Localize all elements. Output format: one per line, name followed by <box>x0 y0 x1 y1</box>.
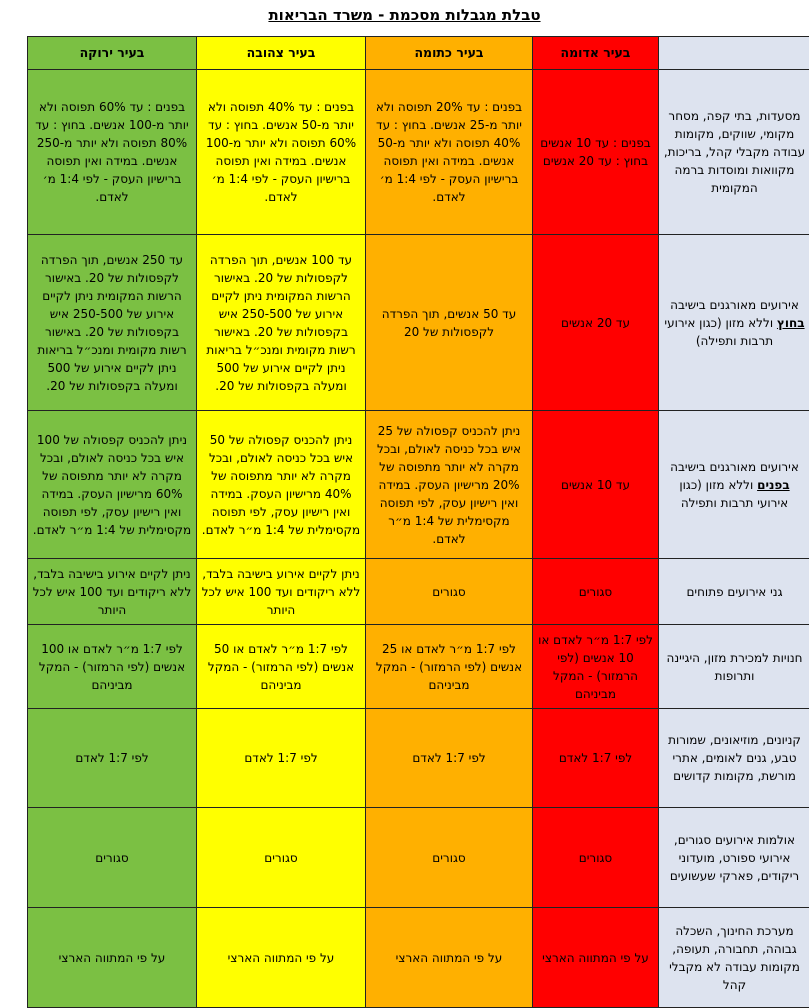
cell-orange: על פי המתווה הארצי <box>366 908 533 1008</box>
cell-red: לפי 1:7 מ״ר לאדם או 10 אנשים (לפי הרמזור… <box>533 625 659 709</box>
cell-green: לפי 1:7 לאדם <box>28 709 197 808</box>
row-label: אולמות אירועים סגורים, אירועי ספורט, מוע… <box>659 808 809 908</box>
row-label: אירועים מאורגנים בישיבה בפנים וללא מזון … <box>659 411 809 559</box>
row-label: חנויות למכירת מזון, היגיינה ותרופות <box>659 625 809 709</box>
cell-orange: בפנים : עד 20% תפוסה ולא יותר מ-25 אנשים… <box>366 70 533 235</box>
cell-yellow: ניתן לקיים אירוע בישיבה בלבד, ללא ריקודי… <box>197 559 366 625</box>
table-row: ניתן להכניס קפסולה של 100 איש בכל כניסה … <box>28 411 809 559</box>
cell-yellow: סגורים <box>197 808 366 908</box>
header-yellow: בעיר צהובה <box>197 37 366 70</box>
cell-orange: עד 50 אנשים, תוך הפרדה לקפסולות של 20 <box>366 235 533 411</box>
cell-orange: לפי 1:7 מ״ר לאדם או 25 אנשים (לפי הרמזור… <box>366 625 533 709</box>
row-label: אירועים מאורגנים בישיבה בחוץ וללא מזון (… <box>659 235 809 411</box>
cell-orange: סגורים <box>366 808 533 908</box>
cell-green: ניתן להכניס קפסולה של 100 איש בכל כניסה … <box>28 411 197 559</box>
table-row: בפנים : עד 60% תפוסה ולא יותר מ-100 אנשי… <box>28 70 809 235</box>
cell-green: ניתן לקיים אירוע בישיבה בלבד, ללא ריקודי… <box>28 559 197 625</box>
cell-red: סגורים <box>533 559 659 625</box>
cell-red: בפנים : עד 10 אנשים בחוץ : עד 20 אנשים <box>533 70 659 235</box>
cell-yellow: ניתן להכניס קפסולה של 50 איש בכל כניסה ל… <box>197 411 366 559</box>
table-row: סגורים סגורים סגורים סגורים אולמות אירוע… <box>28 808 809 908</box>
cell-yellow: לפי 1:7 מ״ר לאדם או 50 אנשים (לפי הרמזור… <box>197 625 366 709</box>
header-orange: בעיר כתומה <box>366 37 533 70</box>
header-blank <box>659 37 809 70</box>
row-label: מערכת החינוך, השכלה גבוהה, תחבורה, תעופה… <box>659 908 809 1008</box>
row-label: מסעדות, בתי קפה, מסחר מקומי, שווקים, מקו… <box>659 70 809 235</box>
cell-red: עד 10 אנשים <box>533 411 659 559</box>
cell-orange: ניתן להכניס קפסולה של 25 איש בכל כניסה ל… <box>366 411 533 559</box>
cell-red: לפי 1:7 לאדם <box>533 709 659 808</box>
cell-yellow: על פי המתווה הארצי <box>197 908 366 1008</box>
cell-red: סגורים <box>533 808 659 908</box>
row-label: קניונים, מוזיאונים, שמורות טבע, גנים לאו… <box>659 709 809 808</box>
table-row: על פי המתווה הארצי על פי המתווה הארצי על… <box>28 908 809 1008</box>
cell-yellow: לפי 1:7 לאדם <box>197 709 366 808</box>
table-row: לפי 1:7 לאדם לפי 1:7 לאדם לפי 1:7 לאדם ל… <box>28 709 809 808</box>
cell-green: לפי 1:7 מ״ר לאדם או 100 אנשים (לפי הרמזו… <box>28 625 197 709</box>
cell-yellow: עד 100 אנשים, תוך הפרדה לקפסולות של 20. … <box>197 235 366 411</box>
page-title: טבלת מגבלות מסכמת - משרד הבריאות <box>0 4 809 26</box>
cell-green: עד 250 אנשים, תוך הפרדה לקפסולות של 20. … <box>28 235 197 411</box>
cell-red: עד 20 אנשים <box>533 235 659 411</box>
cell-orange: לפי 1:7 לאדם <box>366 709 533 808</box>
cell-red: על פי המתווה הארצי <box>533 908 659 1008</box>
header-red: בעיר אדומה <box>533 37 659 70</box>
table-row: עד 250 אנשים, תוך הפרדה לקפסולות של 20. … <box>28 235 809 411</box>
row-label: גני אירועים פתוחים <box>659 559 809 625</box>
header-row: בעיר ירוקה בעיר צהובה בעיר כתומה בעיר אד… <box>28 37 809 70</box>
cell-green: על פי המתווה הארצי <box>28 908 197 1008</box>
cell-green: סגורים <box>28 808 197 908</box>
table-row: ניתן לקיים אירוע בישיבה בלבד, ללא ריקודי… <box>28 559 809 625</box>
cell-yellow: בפנים : עד 40% תפוסה ולא יותר מ-50 אנשים… <box>197 70 366 235</box>
header-green: בעיר ירוקה <box>28 37 197 70</box>
cell-green: בפנים : עד 60% תפוסה ולא יותר מ-100 אנשי… <box>28 70 197 235</box>
restrictions-table: בעיר ירוקה בעיר צהובה בעיר כתומה בעיר אד… <box>27 36 809 1008</box>
cell-orange: סגורים <box>366 559 533 625</box>
table-row: לפי 1:7 מ״ר לאדם או 100 אנשים (לפי הרמזו… <box>28 625 809 709</box>
